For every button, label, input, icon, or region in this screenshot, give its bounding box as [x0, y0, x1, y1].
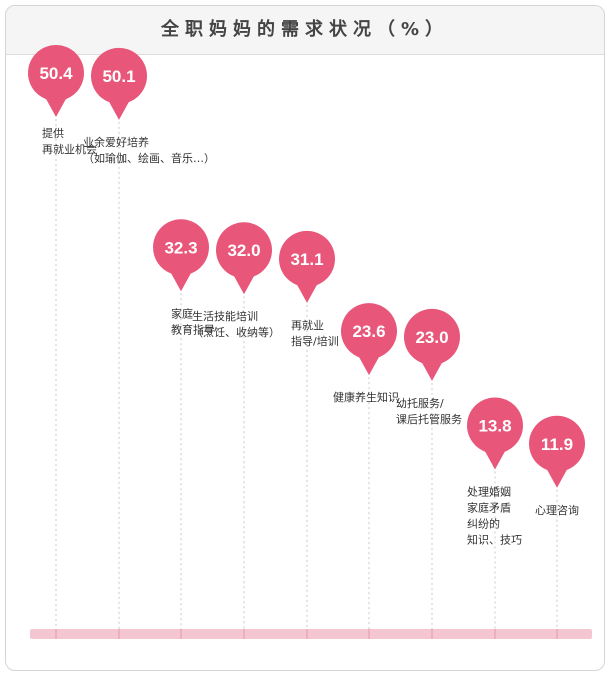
- marker-tail: [358, 355, 380, 376]
- value-label: 23.0: [415, 328, 448, 347]
- value-marker: [91, 47, 147, 104]
- category-label: 幼托服务/课后托管服务: [396, 396, 462, 426]
- marker-tail: [45, 97, 67, 117]
- title-bar: 全职妈妈的需求状况（%）: [6, 6, 604, 55]
- category-label: 处理婚姻家庭矛盾纠纷的知识、技巧: [467, 484, 522, 546]
- value-label: 23.6: [352, 322, 385, 341]
- marker-tail: [296, 282, 318, 303]
- category-label: 业余爱好培养（如瑜伽、绘画、音乐…）: [83, 135, 215, 165]
- marker-tail: [170, 271, 192, 292]
- category-label: 健康养生知识: [333, 390, 399, 404]
- value-label: 32.3: [164, 238, 197, 257]
- marker-tail: [108, 99, 130, 120]
- marker-tail: [484, 449, 506, 470]
- value-label: 50.1: [102, 67, 135, 86]
- category-label: 再就业指导/培训: [291, 318, 339, 348]
- baseline-band: [30, 629, 592, 639]
- value-marker: [28, 45, 84, 101]
- value-marker: [467, 397, 523, 454]
- value-marker: [279, 230, 335, 287]
- marker-tail: [233, 274, 255, 295]
- category-label: 提供再就业机会: [42, 126, 97, 156]
- value-label: 13.8: [478, 416, 511, 435]
- marker-tail: [421, 360, 443, 381]
- chart-card: 全职妈妈的需求状况（%）: [5, 5, 605, 671]
- chart-title: 全职妈妈的需求状况（%）: [160, 19, 450, 40]
- marker-tail: [546, 467, 568, 488]
- category-label: 心理咨询: [535, 503, 579, 517]
- value-marker: [404, 308, 460, 365]
- value-label: 31.1: [290, 250, 323, 269]
- value-label: 11.9: [541, 435, 573, 454]
- value-marker: [216, 222, 272, 279]
- category-label: 生活技能培训（烹饪、收纳等）: [192, 309, 280, 339]
- value-label: 50.4: [39, 64, 73, 83]
- value-marker: [529, 415, 585, 472]
- category-label: 家庭教育指导: [171, 306, 215, 336]
- value-label: 32.0: [227, 241, 260, 260]
- value-marker: [153, 219, 209, 276]
- value-marker: [341, 303, 397, 360]
